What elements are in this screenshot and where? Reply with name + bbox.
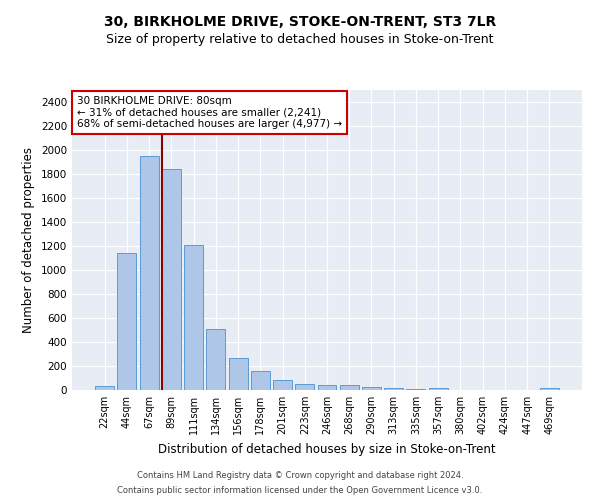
Bar (162, 169, 181, 390)
Bar (540, 388, 559, 390)
Bar (229, 358, 248, 390)
Bar (118, 252, 136, 390)
Bar (273, 380, 292, 390)
Bar (251, 372, 270, 390)
Bar (429, 388, 448, 390)
Text: Contains public sector information licensed under the Open Government Licence v3: Contains public sector information licen… (118, 486, 482, 495)
Bar (340, 385, 359, 390)
Bar (317, 384, 337, 390)
Y-axis label: Number of detached properties: Number of detached properties (22, 147, 35, 333)
Bar (295, 384, 314, 390)
Text: 30 BIRKHOLME DRIVE: 80sqm
← 31% of detached houses are smaller (2,241)
68% of se: 30 BIRKHOLME DRIVE: 80sqm ← 31% of detac… (77, 96, 342, 129)
Bar (362, 387, 381, 390)
Bar (406, 389, 425, 390)
Text: Contains HM Land Registry data © Crown copyright and database right 2024.: Contains HM Land Registry data © Crown c… (137, 471, 463, 480)
Bar (206, 329, 225, 390)
Bar (184, 246, 203, 390)
X-axis label: Distribution of detached houses by size in Stoke-on-Trent: Distribution of detached houses by size … (158, 442, 496, 456)
Text: 30, BIRKHOLME DRIVE, STOKE-ON-TRENT, ST3 7LR: 30, BIRKHOLME DRIVE, STOKE-ON-TRENT, ST3… (104, 15, 496, 29)
Bar (95, 386, 114, 390)
Bar (384, 388, 403, 390)
Text: Size of property relative to detached houses in Stoke-on-Trent: Size of property relative to detached ho… (106, 32, 494, 46)
Bar (140, 156, 158, 390)
